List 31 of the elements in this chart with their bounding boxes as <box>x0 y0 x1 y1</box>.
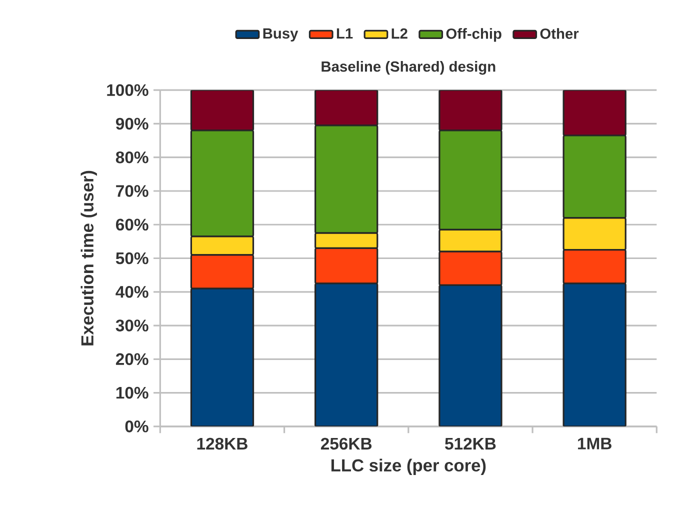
y-tick-label: 50% <box>116 252 148 264</box>
chart-title: Baseline (Shared) design <box>322 61 496 75</box>
bar <box>314 90 378 126</box>
y-tick-label: 70% <box>116 185 148 198</box>
y-tick-label: 90% <box>116 118 148 130</box>
y-tick-label: 80% <box>116 152 148 164</box>
bar <box>190 90 254 132</box>
y-tick-label: 10% <box>116 387 148 399</box>
legend-label: L2 <box>392 28 408 39</box>
legend-label: L1 <box>336 28 353 39</box>
legend-label: Busy <box>263 28 298 42</box>
bar <box>438 284 502 427</box>
bar <box>562 90 626 137</box>
x-tick-label: 128KB <box>197 438 248 450</box>
bar <box>438 90 502 132</box>
y-tick-label: 40% <box>116 286 148 298</box>
bar <box>314 282 378 427</box>
y-tick-label: 0% <box>125 420 148 433</box>
y-tick-label: 30% <box>116 320 148 332</box>
legend-label: Other <box>540 28 579 40</box>
y-axis-title: Execution time (user) <box>80 171 97 346</box>
y-tick-label: 100% <box>107 84 148 96</box>
legend-label: Off-chip <box>446 28 502 42</box>
x-tick-label: 512KB <box>445 438 496 450</box>
x-tick-label: 1MB <box>578 438 612 450</box>
x-axis-title: LLC size (per core) <box>331 459 486 476</box>
x-tick-label: 256KB <box>320 438 372 450</box>
y-tick-label: 20% <box>116 353 148 366</box>
bar <box>562 282 626 427</box>
y-tick-label: 60% <box>116 218 148 231</box>
bar <box>190 288 254 427</box>
